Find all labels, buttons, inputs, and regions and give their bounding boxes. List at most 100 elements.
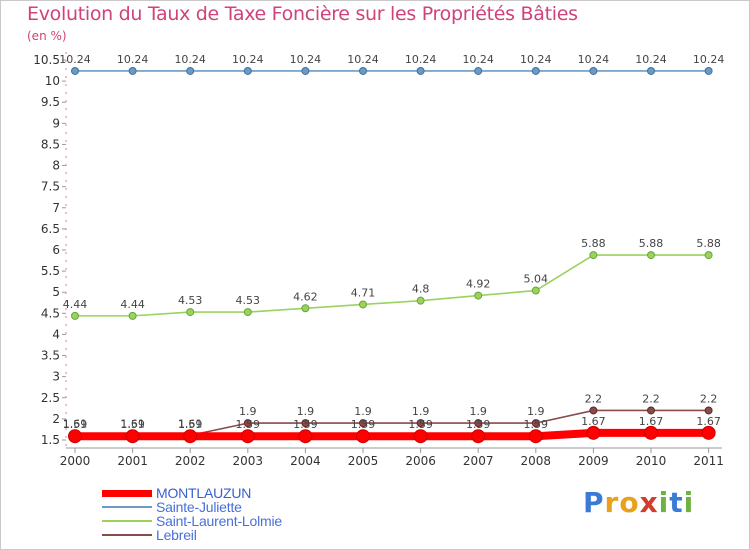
data-point: [128, 311, 137, 320]
data-point: [301, 304, 310, 313]
data-point: [71, 66, 79, 75]
y-unit-label: (en %): [27, 29, 67, 43]
legend-item: Lebreil: [102, 528, 282, 542]
legend-swatch: [102, 506, 152, 508]
data-label: 10.24: [693, 53, 725, 66]
data-point: [531, 286, 540, 295]
y-tick-label: 8.5: [41, 137, 60, 151]
data-point: [416, 66, 425, 75]
data-label: 4.8: [412, 283, 430, 296]
data-label: 1.9: [527, 405, 545, 418]
data-label: 10.24: [405, 53, 437, 66]
proxiti-logo: Proxiti: [583, 486, 694, 519]
data-point: [531, 66, 540, 75]
legend-label: Sainte-Juliette: [156, 499, 242, 515]
data-label: 4.92: [466, 278, 491, 291]
y-tick-label: 10: [45, 74, 60, 88]
x-tick-label: 2003: [233, 454, 264, 468]
x-tick-label: 2001: [117, 454, 148, 468]
y-tick-label: 4: [52, 327, 60, 341]
data-label: 1.61: [120, 417, 145, 430]
y-tick-label: 5: [52, 285, 60, 299]
data-point: [183, 429, 198, 444]
data-point: [359, 419, 367, 428]
y-tick-label: 3: [52, 370, 60, 384]
data-label: 4.44: [63, 298, 88, 311]
data-label: 1.59: [293, 418, 318, 431]
legend-item: MONTLAUZUN: [102, 486, 282, 500]
data-point: [528, 429, 543, 444]
y-tick-label: 2.5: [41, 391, 60, 405]
x-tick-label: 2008: [521, 454, 552, 468]
data-point: [243, 66, 252, 75]
data-label: 10.24: [290, 53, 322, 66]
y-tick-label: 10.5: [33, 53, 60, 67]
data-label: 2.2: [642, 392, 660, 405]
data-label: 1.67: [696, 415, 721, 428]
data-point: [416, 419, 425, 428]
plot-area: [66, 52, 722, 448]
data-point: [704, 251, 713, 260]
x-tick-label: 2009: [578, 454, 609, 468]
data-label: 10.24: [462, 53, 494, 66]
data-label: 1.59: [120, 418, 145, 431]
x-tick-label: 2011: [693, 454, 724, 468]
logo-letter: t: [669, 486, 684, 519]
data-label: 10.24: [520, 53, 552, 66]
y-tick-label: 6.5: [41, 222, 60, 236]
logo-letter: o: [619, 486, 640, 519]
legend-item: Sainte-Juliette: [102, 500, 282, 514]
data-label: 10.24: [578, 53, 610, 66]
data-point: [186, 66, 195, 75]
x-tick-label: 2000: [60, 454, 91, 468]
data-label: 4.53: [178, 294, 203, 307]
data-label: 10.24: [59, 53, 91, 66]
data-point: [413, 429, 428, 444]
data-label: 1.61: [63, 417, 88, 430]
data-label: 10.24: [635, 53, 667, 66]
data-point: [301, 66, 310, 75]
legend: MONTLAUZUN Sainte-Juliette Saint-Laurent-L…: [102, 486, 282, 542]
series-line-montlauzun: [71, 428, 713, 441]
data-label: 4.62: [293, 290, 318, 303]
data-point: [704, 66, 713, 75]
data-label: 1.61: [178, 417, 203, 430]
data-point: [298, 429, 313, 444]
data-label: 5.88: [696, 237, 721, 250]
logo-letter: x: [639, 486, 659, 519]
data-label: 1.59: [524, 418, 549, 431]
data-point: [243, 419, 252, 428]
y-tick-label: 5.5: [41, 264, 60, 278]
data-label: 1.9: [354, 405, 372, 418]
data-point: [474, 419, 483, 428]
y-tick-label: 9.5: [41, 95, 60, 109]
y-tick-label: 4.5: [41, 306, 60, 320]
data-label: 1.59: [466, 418, 491, 431]
data-label: 10.24: [232, 53, 264, 66]
data-label: 1.59: [408, 418, 433, 431]
series-line-saint-laurent-lolmie: [74, 254, 710, 317]
logo-letter: i: [658, 486, 670, 519]
data-label: 2.2: [700, 392, 718, 405]
x-tick-label: 2002: [175, 454, 206, 468]
data-label: 1.59: [351, 418, 376, 431]
x-tick-label: 2004: [290, 454, 321, 468]
x-tick-label: 2006: [405, 454, 436, 468]
data-point: [243, 308, 252, 317]
y-tick-label: 3.5: [41, 349, 60, 363]
data-point: [240, 429, 255, 444]
data-label: 4.71: [351, 286, 376, 299]
legend-label: MONTLAUZUN: [156, 485, 252, 501]
data-label: 1.9: [297, 405, 315, 418]
y-tick-label: 1.5: [41, 433, 60, 447]
data-label: 1.9: [412, 405, 430, 418]
data-label: 1.9: [239, 405, 257, 418]
data-point: [474, 66, 483, 75]
data-label: 2.2: [585, 392, 603, 405]
data-point: [186, 308, 195, 317]
data-label: 1.67: [581, 415, 606, 428]
data-point: [359, 300, 367, 309]
legend-item: Saint-Laurent-Lolmie: [102, 514, 282, 528]
legend-swatch: [102, 489, 152, 497]
data-label: 1.59: [178, 418, 203, 431]
